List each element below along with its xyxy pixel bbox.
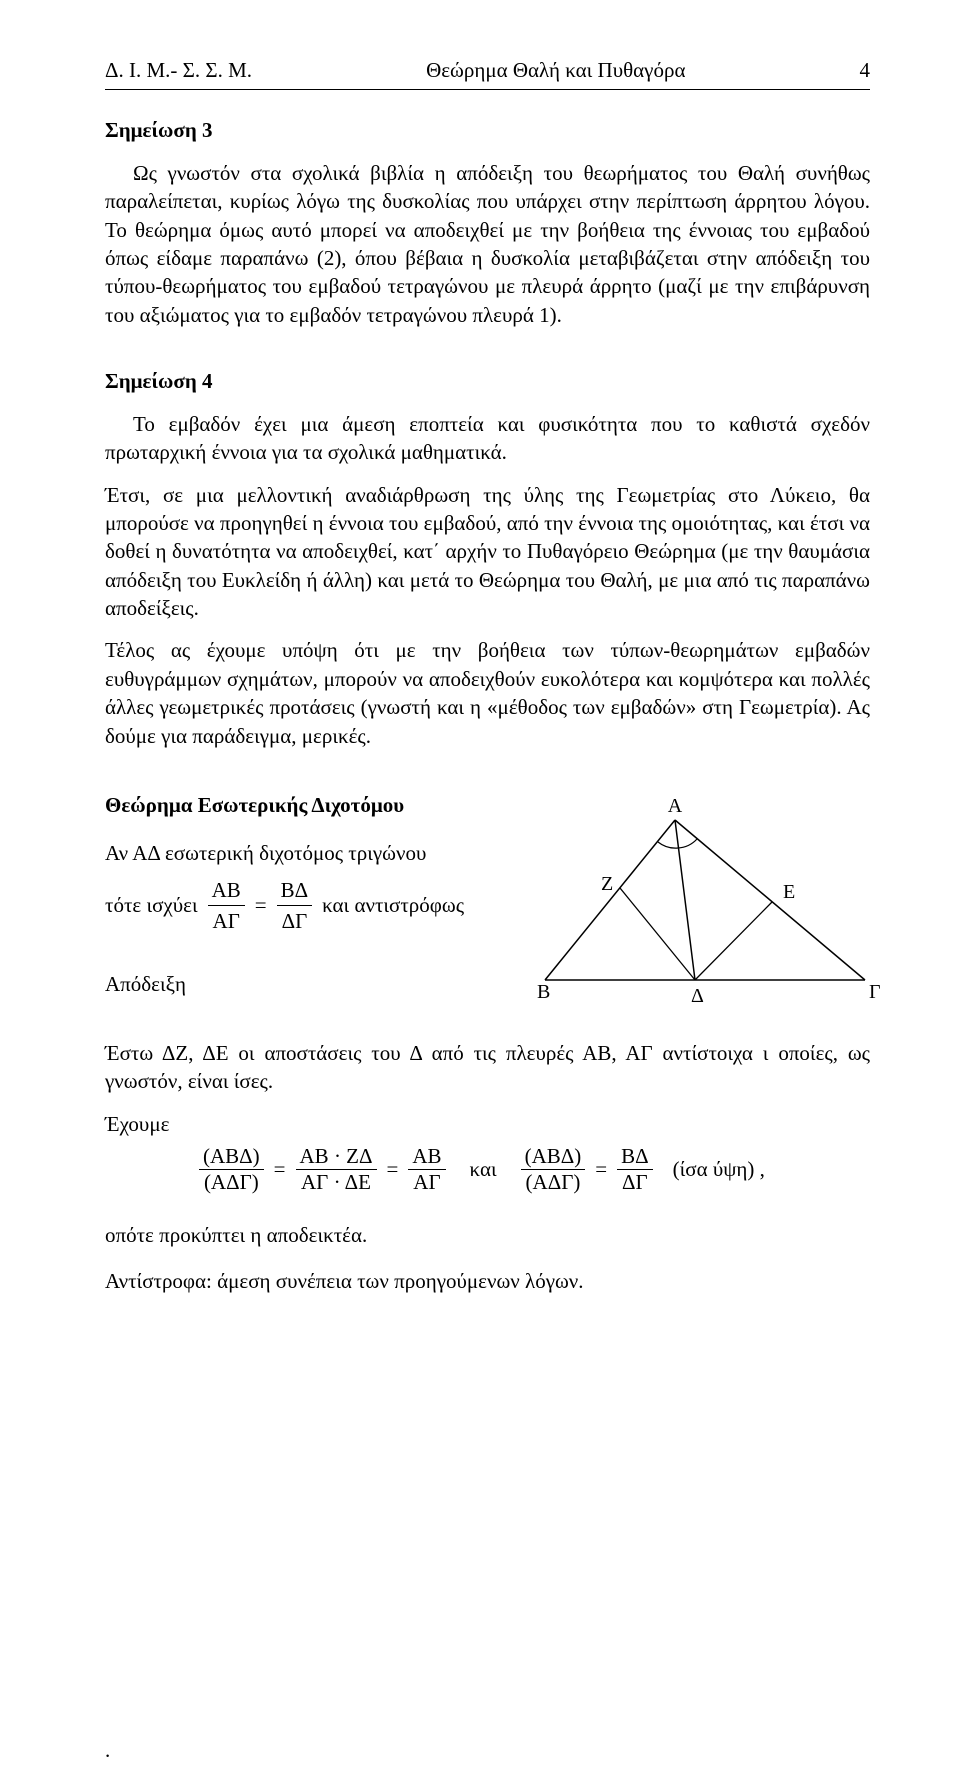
theorem-block: Θεώρημα Εσωτερικής Διχοτόμου Αν ΑΔ εσωτε… xyxy=(105,790,870,1015)
equals-sign: = xyxy=(387,1157,399,1182)
frac-num: ΒΔ xyxy=(277,875,313,905)
equals-sign: = xyxy=(255,890,267,920)
segment-dz xyxy=(620,888,695,980)
frac-num: ΑΒ xyxy=(408,1144,445,1169)
label-e: Ε xyxy=(783,881,795,903)
proof-have: Έχουμε xyxy=(105,1110,870,1138)
note-3-title: Σημείωση 3 xyxy=(105,118,870,143)
note-3-paragraph: Ως γνωστόν στα σχολικά βιβλία η απόδειξη… xyxy=(105,159,870,329)
note-4-paragraph-1: Το εμβαδόν έχει μια άμεση εποπτεία και φ… xyxy=(105,410,870,467)
page-number: 4 xyxy=(860,58,871,83)
theorem-title: Θεώρημα Εσωτερικής Διχοτόμου xyxy=(105,790,505,820)
and-word: και xyxy=(470,1157,497,1182)
equal-heights-note: (ίσα ύψη) , xyxy=(673,1157,765,1182)
frac-bd-dg-2: ΒΔ ΔΓ xyxy=(617,1144,653,1195)
segment-de xyxy=(695,902,772,980)
frac-num: ΒΔ xyxy=(617,1144,653,1169)
page-header: Δ. Ι. Μ.- Σ. Σ. Μ. Θεώρημα Θαλή και Πυθα… xyxy=(105,58,870,83)
fraction-ab-ag: ΑΒ ΑΓ xyxy=(208,875,245,937)
frac-den: ΔΓ xyxy=(617,1169,653,1195)
triangle-svg: Α Β Γ Δ Ε Ζ xyxy=(525,790,885,1010)
footer-dot: . xyxy=(105,1738,110,1763)
theorem-line2-post: και αντιστρόφως xyxy=(322,890,464,920)
frac-den: ΑΓ xyxy=(408,1169,445,1195)
equals-sign: = xyxy=(274,1157,286,1182)
label-z: Ζ xyxy=(601,873,613,895)
theorem-equation-line: τότε ισχύει ΑΒ ΑΓ = ΒΔ ΔΓ και αντιστρόφω… xyxy=(105,875,505,937)
frac-abd-adg-1: (ΑΒΔ) (ΑΔΓ) xyxy=(199,1144,264,1195)
proof-converse: Αντίστροφα: άμεση συνέπεια των προηγούμε… xyxy=(105,1267,870,1295)
edge-ga xyxy=(675,820,865,980)
angle-arc-2 xyxy=(678,839,697,848)
document-page: Δ. Ι. Μ.- Σ. Σ. Μ. Θεώρημα Θαλή και Πυθα… xyxy=(0,0,960,1783)
equals-sign: = xyxy=(595,1157,607,1182)
frac-num: ΑΒ · ΖΔ xyxy=(296,1144,377,1169)
header-rule xyxy=(105,89,870,90)
header-left: Δ. Ι. Μ.- Σ. Σ. Μ. xyxy=(105,58,252,83)
frac-den: ΔΓ xyxy=(277,905,313,936)
triangle-figure: Α Β Γ Δ Ε Ζ xyxy=(525,790,885,1015)
theorem-line2-pre: τότε ισχύει xyxy=(105,890,198,920)
edge-ba xyxy=(545,820,675,980)
frac-den: (ΑΔΓ) xyxy=(521,1169,586,1195)
frac-abzd-agde: ΑΒ · ΖΔ ΑΓ · ΔΕ xyxy=(296,1144,377,1195)
proof-conclusion: οπότε προκύπτει η αποδεικτέα. xyxy=(105,1221,870,1249)
frac-den: (ΑΔΓ) xyxy=(199,1169,264,1195)
frac-num: ΑΒ xyxy=(208,875,245,905)
proof-equation-line: (ΑΒΔ) (ΑΔΓ) = ΑΒ · ΖΔ ΑΓ · ΔΕ = ΑΒ ΑΓ κα… xyxy=(195,1144,870,1195)
note-4-paragraph-2: Έτσι, σε μια μελλοντική αναδιάρθρωση της… xyxy=(105,481,870,623)
proof-paragraph-1: Έστω ΔΖ, ΔΕ οι αποστάσεις του Δ από τις … xyxy=(105,1039,870,1096)
frac-den: ΑΓ · ΔΕ xyxy=(296,1169,377,1195)
note-4-paragraph-3: Τέλος ας έχουμε υπόψη ότι με την βοήθεια… xyxy=(105,636,870,749)
fraction-bd-dg: ΒΔ ΔΓ xyxy=(277,875,313,937)
frac-den: ΑΓ xyxy=(208,905,245,936)
angle-arc-1 xyxy=(658,842,678,848)
label-a: Α xyxy=(668,795,683,817)
note-4-title: Σημείωση 4 xyxy=(105,369,870,394)
theorem-text-column: Θεώρημα Εσωτερικής Διχοτόμου Αν ΑΔ εσωτε… xyxy=(105,790,505,999)
proof-label: Απόδειξη xyxy=(105,969,505,999)
frac-num: (ΑΒΔ) xyxy=(199,1144,264,1169)
frac-num: (ΑΒΔ) xyxy=(521,1144,586,1169)
label-b: Β xyxy=(537,981,550,1003)
theorem-line-1: Αν ΑΔ εσωτερική διχοτόμος τριγώνου xyxy=(105,838,505,868)
frac-ab-ag-2: ΑΒ ΑΓ xyxy=(408,1144,445,1195)
header-title: Θεώρημα Θαλή και Πυθαγόρα xyxy=(426,58,685,83)
frac-abd-adg-2: (ΑΒΔ) (ΑΔΓ) xyxy=(521,1144,586,1195)
label-g: Γ xyxy=(869,981,881,1003)
label-d: Δ xyxy=(691,985,704,1007)
